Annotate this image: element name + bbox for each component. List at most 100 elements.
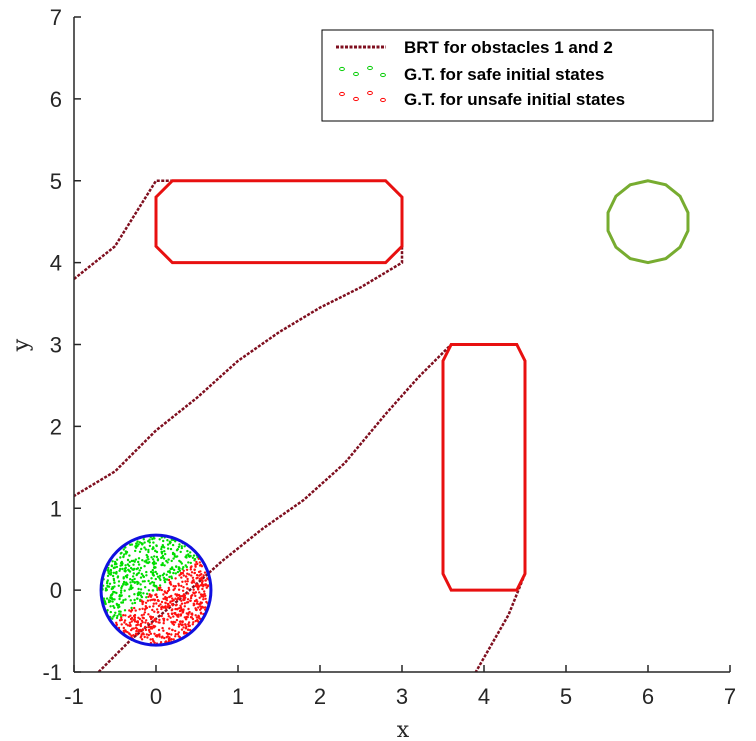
unsafe-point (189, 599, 192, 602)
safe-point (160, 550, 164, 554)
unsafe-point (160, 636, 163, 639)
unsafe-point (158, 633, 161, 636)
safe-point (119, 567, 122, 571)
unsafe-point (155, 602, 158, 605)
unsafe-point (165, 636, 168, 639)
unsafe-point (198, 574, 201, 577)
legend-marker (353, 96, 359, 102)
safe-point (191, 556, 195, 559)
safe-point (143, 580, 146, 583)
safe-point (130, 606, 133, 610)
safe-point (139, 576, 143, 579)
safe-point (181, 567, 184, 571)
safe-point (136, 540, 139, 543)
unsafe-point (197, 603, 201, 606)
safe-point (144, 586, 147, 589)
safe-point (124, 575, 128, 578)
unsafe-point (204, 579, 207, 582)
unsafe-point (142, 633, 145, 636)
unsafe-point (123, 619, 127, 622)
unsafe-point (170, 612, 174, 615)
safe-point (123, 569, 126, 573)
unsafe-point (118, 619, 122, 622)
safe-point (160, 547, 163, 551)
unsafe-point (147, 625, 150, 629)
unsafe-point (149, 627, 153, 630)
unsafe-point (159, 603, 162, 606)
legend: BRT for obstacles 1 and 2 G.T. for safe … (321, 29, 714, 122)
unsafe-point (153, 641, 156, 644)
unsafe-point (187, 621, 191, 624)
safe-point (177, 545, 181, 549)
safe-point (134, 558, 137, 561)
safe-point (147, 589, 151, 592)
unsafe-point (193, 581, 196, 584)
safe-point (176, 555, 179, 558)
unsafe-point (146, 622, 150, 625)
safe-point (113, 566, 117, 569)
safe-point (115, 565, 119, 569)
safe-point (133, 593, 136, 596)
unsafe-point (128, 624, 131, 628)
safe-point (162, 539, 165, 543)
safe-point (145, 592, 149, 595)
unsafe-point (178, 620, 182, 623)
unsafe-point (182, 626, 185, 629)
unsafe-point (150, 622, 153, 625)
unsafe-point (133, 613, 137, 617)
safe-point (126, 558, 130, 562)
unsafe-point (186, 577, 189, 581)
safe-point (150, 556, 153, 559)
safe-point (140, 572, 143, 576)
unsafe-point (174, 607, 177, 611)
safe-point (138, 541, 141, 544)
unsafe-point (157, 604, 161, 608)
unsafe-point (137, 630, 140, 633)
safe-point (168, 571, 172, 574)
y-tick-label: -1 (42, 660, 62, 685)
safe-point (112, 571, 116, 574)
unsafe-point (126, 624, 130, 627)
safe-point (144, 548, 147, 551)
safe-point (125, 581, 128, 585)
safe-point (150, 577, 153, 580)
safe-point (108, 572, 111, 576)
unsafe-point (160, 600, 164, 604)
safe-point (115, 591, 118, 595)
unsafe-point (139, 622, 143, 626)
unsafe-point (195, 602, 199, 605)
unsafe-point (182, 609, 185, 612)
unsafe-point (148, 628, 151, 632)
legend-safe-swatch (339, 65, 386, 78)
x-tick-label: 4 (478, 684, 490, 709)
unsafe-point (181, 580, 184, 583)
safe-point (110, 571, 113, 574)
unsafe-point (190, 581, 193, 584)
unsafe-point (157, 599, 160, 603)
unsafe-point (130, 616, 134, 620)
safe-point (184, 564, 187, 567)
safe-point (159, 578, 162, 582)
safe-point (130, 543, 134, 546)
unsafe-point (201, 587, 204, 591)
safe-point (109, 605, 112, 608)
safe-point (143, 546, 146, 549)
safe-point (133, 577, 136, 581)
unsafe-point (138, 617, 142, 621)
unsafe-point (174, 597, 177, 600)
unsafe-point (169, 582, 172, 585)
unsafe-point (185, 612, 188, 615)
unsafe-point (158, 588, 161, 591)
unsafe-point (161, 626, 164, 630)
safe-point (131, 568, 134, 571)
y-axis-label: y (9, 338, 34, 352)
safe-point (139, 566, 143, 570)
unsafe-point (203, 571, 207, 574)
safe-point (118, 594, 122, 597)
safe-point (167, 558, 170, 561)
safe-point (136, 572, 139, 576)
unsafe-point (202, 595, 205, 598)
unsafe-point (193, 599, 197, 603)
safe-point (123, 589, 126, 592)
